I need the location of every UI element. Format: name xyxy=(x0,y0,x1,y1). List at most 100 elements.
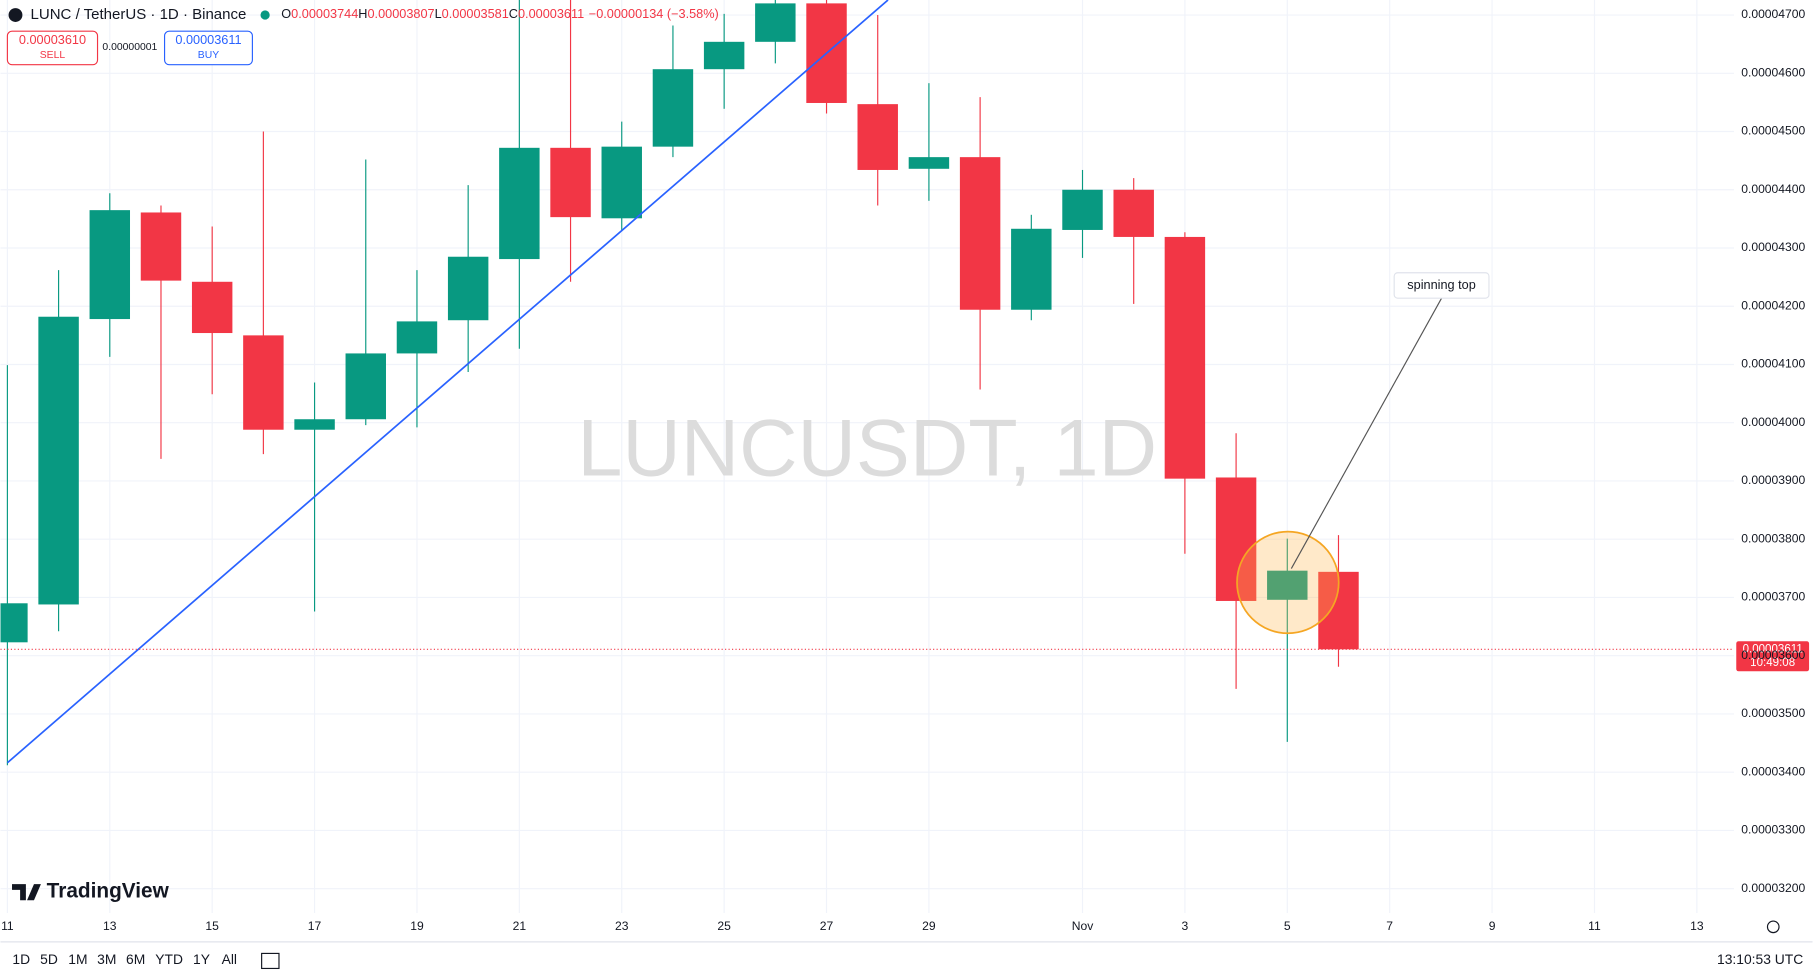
y-tick-label: 0.00003200 xyxy=(1741,881,1805,895)
x-tick-label: 17 xyxy=(308,919,322,933)
buy-price[interactable]: 0.00003611 xyxy=(175,32,241,47)
candle-body xyxy=(1267,570,1308,600)
x-tick-label: 5 xyxy=(1284,919,1291,933)
timeframe-button[interactable]: 1M xyxy=(68,951,87,967)
x-tick-label: 9 xyxy=(1489,919,1496,933)
highlight-circle xyxy=(1236,530,1340,635)
candle-body xyxy=(294,419,335,430)
ohlc-key: C xyxy=(509,6,518,21)
y-tick-label: 0.00003700 xyxy=(1741,590,1805,604)
ohlc-legend: O0.00003744H0.00003807L0.00003581C0.0000… xyxy=(281,6,718,21)
symbol-icon xyxy=(8,8,23,22)
ohlc-value: 0.00003611 xyxy=(518,6,584,21)
settings-icon[interactable] xyxy=(1766,920,1780,934)
status-dot xyxy=(260,10,270,20)
timeframe-button[interactable]: 3M xyxy=(97,951,116,967)
candle-body xyxy=(89,210,131,320)
spread: 0.00000001 xyxy=(102,42,157,53)
callout-line xyxy=(1290,297,1443,569)
overlay: 0.00003611 10:49:08 xyxy=(0,641,1810,672)
candle-body xyxy=(499,147,540,260)
sell-button[interactable] xyxy=(6,30,99,66)
y-tick-label: 0.00004400 xyxy=(1741,182,1805,196)
y-tick-label: 0.00004600 xyxy=(1741,65,1805,79)
y-tick-label: 0.00003400 xyxy=(1741,764,1805,778)
x-tick-label: 19 xyxy=(410,919,424,933)
x-tick-label: 7 xyxy=(1386,919,1393,933)
y-tick-label: 0.00004100 xyxy=(1741,357,1805,371)
candle-body xyxy=(345,353,386,420)
ohlc-key: O xyxy=(281,6,291,21)
ohlc-value: 0.00003807 xyxy=(367,6,434,21)
x-tick-label: Nov xyxy=(1072,919,1094,933)
callout-box xyxy=(1393,272,1490,299)
candle-body xyxy=(447,256,489,321)
x-tick-label: 21 xyxy=(513,919,527,933)
candle-body xyxy=(1011,228,1052,310)
candle-body xyxy=(1164,236,1206,479)
x-tick-label: 11 xyxy=(1,919,14,933)
timeframe-button[interactable]: All xyxy=(222,951,237,967)
x-tick-label: 3 xyxy=(1182,919,1189,933)
candle-body xyxy=(601,146,642,219)
brand: TradingView xyxy=(47,880,170,903)
buy-button[interactable] xyxy=(163,30,253,66)
y-tick-label: 0.00003500 xyxy=(1741,706,1805,720)
candle-body xyxy=(38,316,79,605)
timeframe-button[interactable]: 1Y xyxy=(193,951,210,967)
timeframe-button[interactable]: 6M xyxy=(126,951,145,967)
symbol: LUNC / TetherUS · 1D · Binance xyxy=(31,6,247,23)
countdown: 10:49:08 xyxy=(1750,657,1795,669)
candle-body xyxy=(959,157,1001,310)
callout-text: spinning top xyxy=(1407,277,1476,292)
candle-body xyxy=(1062,189,1103,230)
watermark: LUNCUSDT, 1D xyxy=(577,404,1157,494)
x-tick-label: 23 xyxy=(615,919,629,933)
candle-body xyxy=(1113,189,1154,237)
timeframe-button[interactable]: 5D xyxy=(40,951,58,967)
sell-price[interactable]: 0.00003610 xyxy=(19,32,86,47)
x-tick-label: 13 xyxy=(103,919,117,933)
logo-icon xyxy=(12,884,41,901)
y-tick-label: 0.00004000 xyxy=(1741,415,1805,429)
candles xyxy=(0,0,1359,766)
candle-body xyxy=(857,104,898,170)
candle-body xyxy=(703,41,745,70)
last-price-label: 0.00003611 xyxy=(1743,643,1803,655)
y-tick-label: 0.00004300 xyxy=(1741,240,1805,254)
ohlc-key: L xyxy=(435,6,442,21)
ohlc-value: 0.00003581 xyxy=(442,6,509,21)
candle-body xyxy=(396,321,438,354)
candle-body xyxy=(0,603,28,643)
candle-body xyxy=(140,212,182,281)
candle-body xyxy=(1215,477,1257,601)
candle-body xyxy=(243,335,284,430)
y-tick-label: 0.00004500 xyxy=(1741,124,1805,138)
x-tick-label: 25 xyxy=(717,919,731,933)
x-tick-label: 27 xyxy=(820,919,834,933)
last-price-box xyxy=(1736,641,1810,672)
candle-body xyxy=(908,157,950,169)
candle-body xyxy=(550,147,591,218)
buy-label[interactable]: BUY xyxy=(198,50,219,61)
change: −0.00000134 (−3.58%) xyxy=(589,6,719,21)
trend-line xyxy=(6,0,889,764)
calendar-icon[interactable] xyxy=(261,952,280,970)
y-tick-label: 0.00004200 xyxy=(1741,298,1805,312)
timeframe-button[interactable]: YTD xyxy=(155,951,183,967)
x-tick-label: 13 xyxy=(1690,919,1704,933)
y-tick-label: 0.00003800 xyxy=(1741,531,1805,545)
y-tick-label: 0.00004700 xyxy=(1741,7,1805,21)
candle-body xyxy=(652,69,694,147)
x-tick-label: 29 xyxy=(922,919,936,933)
ohlc-value: 0.00003744 xyxy=(291,6,358,21)
y-tick-label: 0.00003900 xyxy=(1741,473,1805,487)
timeframe-button[interactable]: 1D xyxy=(12,951,30,967)
y-tick-label: 0.00003300 xyxy=(1741,823,1805,837)
y-tick-label: 0.00003600 xyxy=(1741,648,1805,662)
sell-label[interactable]: SELL xyxy=(40,50,66,61)
ohlc-key: H xyxy=(358,6,367,21)
candle-body xyxy=(191,281,233,334)
x-tick-label: 15 xyxy=(205,919,219,933)
